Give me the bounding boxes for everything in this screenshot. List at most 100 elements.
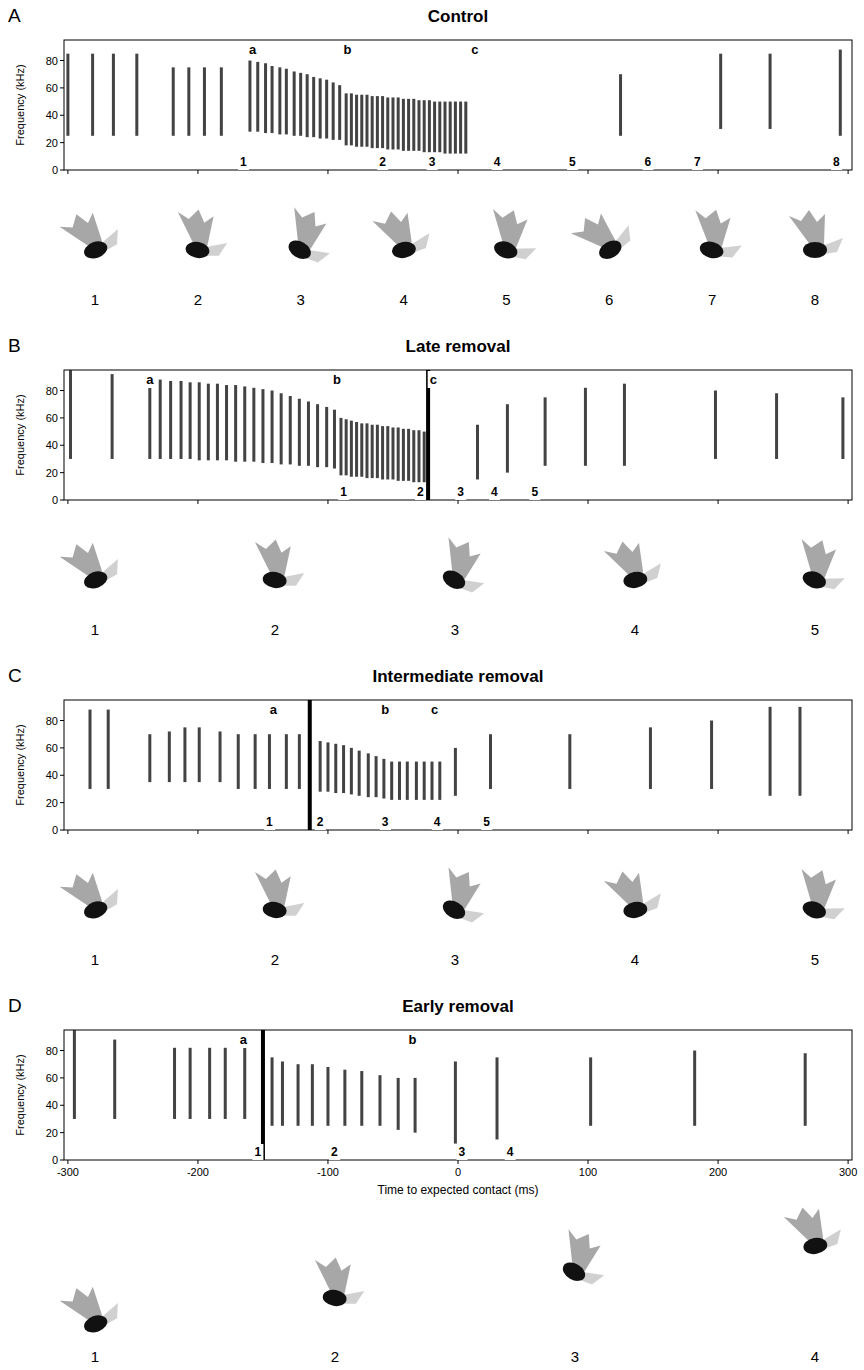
echolocation-call [710, 721, 713, 789]
echolocation-call [135, 54, 138, 136]
silhouette-label: 3 [451, 621, 459, 638]
echolocation-call [243, 386, 246, 461]
echolocation-call [623, 384, 626, 466]
frame-label: 5 [483, 815, 490, 829]
frame-label: 3 [429, 155, 436, 169]
label-patch [415, 484, 426, 500]
frame-label: 6 [645, 155, 652, 169]
echolocation-call [649, 727, 652, 789]
bat-body [596, 237, 625, 263]
echolocation-call [224, 1048, 227, 1119]
echolocation-call [568, 734, 571, 789]
echolocation-call [464, 102, 467, 154]
echolocation-call [248, 61, 251, 132]
panel: BLate removal020406080Frequency (kHz)abc… [8, 335, 854, 638]
x-tick [588, 1160, 589, 1164]
echolocation-call [299, 73, 302, 136]
echolocation-call [271, 66, 274, 133]
label-patch [268, 701, 280, 718]
x-tick [588, 170, 589, 174]
label-patch [247, 41, 259, 58]
calls [73, 1030, 807, 1160]
y-tick [60, 747, 64, 748]
echolocation-call [342, 745, 345, 793]
echolocation-call [285, 734, 288, 789]
echolocation-call [423, 762, 426, 800]
removal-marker [261, 1030, 265, 1160]
x-tick [718, 170, 719, 174]
echolocation-call [489, 734, 492, 789]
phase-label: a [146, 372, 154, 387]
bat-silhouette [479, 203, 546, 267]
echolocation-call [268, 734, 271, 789]
echolocation-call [172, 67, 175, 135]
echolocation-call [261, 389, 264, 463]
bat-body [440, 897, 469, 923]
echolocation-call [345, 93, 348, 145]
bat-body [391, 240, 417, 260]
echolocation-call [402, 99, 405, 151]
echolocation-call [89, 710, 92, 789]
label-patch [427, 154, 438, 170]
echolocation-call [423, 432, 426, 483]
echolocation-call [271, 1057, 274, 1125]
echolocation-call [183, 727, 186, 782]
echolocation-call [168, 731, 171, 782]
silhouette-label: 4 [631, 951, 639, 968]
echolocation-call [316, 404, 319, 467]
silhouette-label: 4 [399, 291, 407, 308]
echolocation-call [443, 102, 446, 154]
echolocation-call [397, 1078, 400, 1130]
echolocation-call [358, 751, 361, 796]
echolocation-call [203, 67, 206, 135]
y-tick [60, 830, 64, 831]
silhouette-label: 2 [331, 1348, 339, 1365]
echolocation-call [343, 1070, 346, 1126]
echolocation-call [281, 1061, 284, 1125]
bat-body [622, 900, 648, 920]
echolocation-call [769, 54, 772, 129]
bat-silhouette [371, 206, 433, 263]
y-tick-label: 40 [46, 439, 58, 451]
silhouette-label: 1 [91, 951, 99, 968]
echolocation-call [355, 422, 358, 477]
label-patch [492, 154, 503, 170]
echolocation-call [839, 50, 842, 136]
silhouette-label: 7 [708, 291, 716, 308]
bat-silhouette [58, 863, 125, 927]
y-tick-label: 0 [52, 164, 58, 176]
echolocation-call [390, 762, 393, 800]
frame-label: 3 [457, 485, 464, 499]
echolocation-call [381, 96, 384, 148]
echolocation-call [449, 102, 452, 154]
phase-label: b [409, 1032, 417, 1047]
echolocation-call [584, 388, 587, 466]
bat-body [622, 570, 648, 590]
figure: AControl020406080Frequency (kHz)abc12345… [0, 0, 864, 1370]
x-tick-label: -200 [187, 1166, 209, 1178]
echolocation-call [459, 102, 462, 154]
echolocation-call [378, 1075, 381, 1126]
y-tick-label: 80 [46, 385, 58, 397]
echolocation-call [325, 80, 328, 139]
label-patch [457, 1144, 468, 1160]
label-patch [455, 484, 466, 500]
echolocation-call [382, 759, 385, 799]
echolocation-call [216, 384, 219, 461]
panel: CIntermediate removal020406080Frequency … [8, 665, 854, 968]
echolocation-call [398, 762, 401, 800]
calls [66, 50, 841, 154]
echolocation-call [312, 77, 315, 137]
echolocation-call [173, 1048, 176, 1119]
silhouette-label: 5 [811, 951, 819, 968]
echolocation-call [454, 748, 457, 796]
echolocation-call [376, 425, 379, 478]
y-tick-label: 0 [52, 1154, 58, 1166]
phase-label: b [343, 42, 351, 57]
echolocation-call [355, 95, 358, 147]
y-tick-label: 20 [46, 797, 58, 809]
label-patch [238, 154, 249, 170]
bat-body [321, 1288, 347, 1308]
removal-marker [308, 700, 312, 830]
echolocation-call [91, 54, 94, 136]
